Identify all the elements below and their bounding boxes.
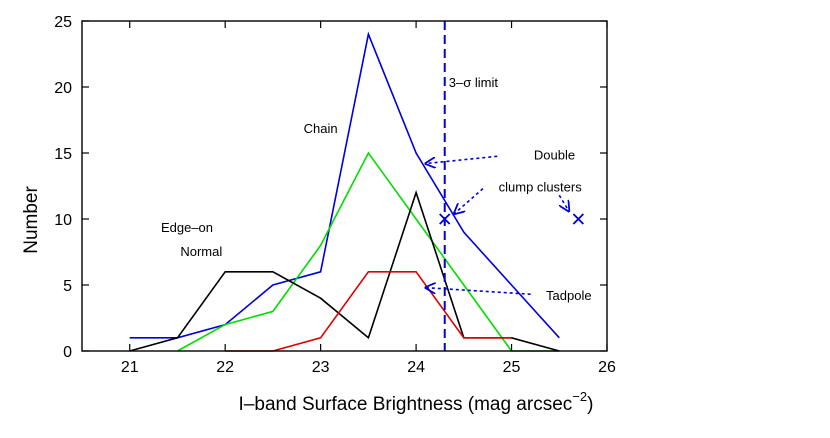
x-marker-2 xyxy=(572,213,585,225)
annotation-label-4: Edge–on xyxy=(161,220,213,235)
annotation-arrow-1 xyxy=(426,155,498,163)
annotation-label-7: 3–σ limit xyxy=(449,75,499,90)
annotation-label-5: Normal xyxy=(180,244,222,259)
x-tick-label-1: 22 xyxy=(216,359,234,376)
annotation-label-3: clump clusters xyxy=(499,179,583,194)
annotation-label-6: Tadpole xyxy=(546,288,592,303)
annotation-label-1: Chain xyxy=(304,121,338,136)
y-tick-label-1: 5 xyxy=(63,278,72,295)
x-marker-1 xyxy=(439,213,451,225)
x-tick-label-0: 21 xyxy=(121,359,139,376)
y-tick-label-5: 25 xyxy=(54,14,72,31)
annotation-label-2: Double xyxy=(534,148,575,163)
series-line-4 xyxy=(225,270,512,352)
y-tick-label-3: 15 xyxy=(54,146,72,163)
x-axis-title: I–band Surface Brightness (mag arcsec−2) xyxy=(239,389,594,415)
annotation-arrow-2 xyxy=(454,188,484,214)
x-tick-label-2: 23 xyxy=(312,359,330,376)
x-axis-title-main: I–band Surface Brightness (mag arcsec xyxy=(239,394,573,415)
series-line-1 xyxy=(129,31,560,339)
y-tick-label-4: 20 xyxy=(54,80,72,97)
x-tick-label-4: 25 xyxy=(503,359,521,376)
x-axis-title-superscript: −2 xyxy=(572,389,587,404)
plot-frame xyxy=(81,20,608,352)
x-tick-label-5: 26 xyxy=(598,359,616,376)
y-tick-label-0: 0 xyxy=(63,344,72,361)
y-axis-title: Number xyxy=(21,186,42,254)
y-tick-label-2: 10 xyxy=(54,212,72,229)
series-line-2 xyxy=(177,151,560,352)
x-axis-title-close: ) xyxy=(587,394,593,415)
annotation-arrow-3 xyxy=(558,194,569,211)
x-tick-label-3: 24 xyxy=(407,359,425,376)
